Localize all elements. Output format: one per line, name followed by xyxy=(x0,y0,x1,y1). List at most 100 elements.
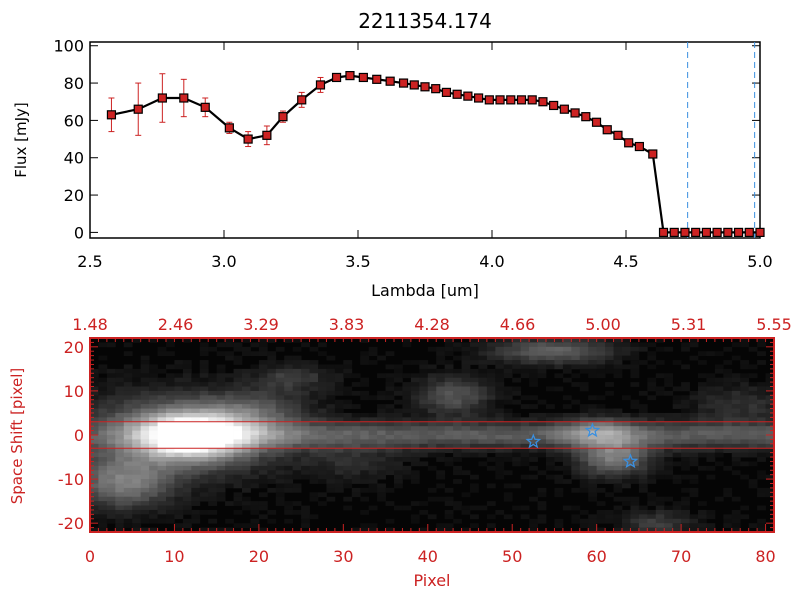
image-pixel xyxy=(588,448,598,454)
image-pixel xyxy=(275,435,285,440)
image-pixel xyxy=(638,346,648,352)
image-pixel xyxy=(596,355,606,361)
image-pixel xyxy=(216,364,226,370)
image-pixel xyxy=(292,470,302,476)
image-pixel xyxy=(588,408,598,414)
image-pixel xyxy=(638,448,648,454)
image-pixel xyxy=(579,382,589,387)
image-pixel xyxy=(90,509,99,515)
image-pixel xyxy=(318,465,327,471)
image-pixel xyxy=(410,443,420,449)
image-pixel xyxy=(689,492,699,498)
image-pixel xyxy=(385,443,395,449)
image-pixel xyxy=(664,461,674,467)
image-pixel xyxy=(157,430,167,436)
image-pixel xyxy=(419,404,429,409)
image-pixel xyxy=(242,417,251,423)
image-pixel xyxy=(740,364,750,370)
image-pixel xyxy=(140,496,150,502)
image-pixel xyxy=(731,408,741,414)
image-pixel xyxy=(512,360,522,365)
image-pixel xyxy=(301,457,310,462)
image-pixel xyxy=(157,421,167,427)
image-pixel xyxy=(655,338,665,343)
image-pixel xyxy=(613,338,623,343)
image-pixel xyxy=(394,412,403,418)
image-pixel xyxy=(275,479,285,484)
image-pixel xyxy=(402,399,412,405)
image-pixel xyxy=(90,373,99,379)
image-pixel xyxy=(309,474,319,480)
image-pixel xyxy=(605,448,614,454)
image-pixel xyxy=(166,390,175,396)
image-pixel xyxy=(596,342,606,348)
image-pixel xyxy=(478,346,488,352)
image-pixel xyxy=(579,426,589,431)
image-pixel xyxy=(115,439,125,445)
image-pixel xyxy=(495,426,505,431)
image-pixel xyxy=(132,474,142,480)
image-pixel xyxy=(166,496,175,502)
image-pixel xyxy=(98,417,108,423)
image-pixel xyxy=(275,496,285,502)
data-point xyxy=(744,227,754,237)
image-pixel xyxy=(478,443,488,449)
image-pixel xyxy=(529,412,538,418)
image-pixel xyxy=(301,430,310,436)
image-pixel xyxy=(622,417,631,423)
image-pixel xyxy=(588,426,598,431)
image-pixel xyxy=(106,483,116,489)
image-pixel xyxy=(605,368,614,374)
image-pixel xyxy=(436,373,446,379)
image-pixel xyxy=(596,412,606,418)
image-pixel xyxy=(123,430,133,436)
image-pixel xyxy=(689,430,699,436)
image-pixel xyxy=(757,474,766,480)
image-pixel xyxy=(655,346,665,352)
image-pixel xyxy=(284,377,294,383)
image-pixel xyxy=(258,408,268,414)
image-pixel xyxy=(334,399,344,405)
image-pixel xyxy=(351,457,361,462)
image-pixel xyxy=(115,390,125,396)
image-pixel xyxy=(698,386,707,392)
image-pixel xyxy=(613,346,623,352)
image-pixel xyxy=(503,496,513,502)
image-pixel xyxy=(242,395,251,401)
image-pixel xyxy=(360,465,370,471)
image-pixel xyxy=(478,421,488,427)
image-pixel xyxy=(292,487,302,493)
image-pixel xyxy=(647,452,657,458)
image-pixel xyxy=(410,457,420,462)
image-pixel xyxy=(546,430,555,436)
image-pixel xyxy=(258,412,268,418)
image-pixel xyxy=(529,518,538,524)
image-pixel xyxy=(385,417,395,423)
image-pixel xyxy=(309,426,319,431)
image-pixel xyxy=(301,386,310,392)
data-point xyxy=(431,84,441,94)
image-pixel xyxy=(453,439,462,445)
image-pixel xyxy=(233,395,243,401)
image-pixel xyxy=(166,417,175,423)
image-pixel xyxy=(191,426,201,431)
image-pixel xyxy=(512,364,522,370)
image-pixel xyxy=(123,408,133,414)
data-point xyxy=(452,89,462,99)
image-pixel xyxy=(681,487,690,493)
image-pixel xyxy=(622,338,631,343)
image-pixel xyxy=(723,395,733,401)
image-pixel xyxy=(436,399,446,405)
image-pixel xyxy=(402,452,412,458)
image-pixel xyxy=(461,368,471,374)
image-pixel xyxy=(225,527,234,533)
image-pixel xyxy=(318,474,327,480)
data-point xyxy=(372,74,382,84)
image-pixel xyxy=(453,435,462,440)
image-pixel xyxy=(613,514,623,520)
image-pixel xyxy=(638,487,648,493)
image-pixel xyxy=(410,501,420,506)
image-pixel xyxy=(250,501,260,506)
image-pixel xyxy=(284,483,294,489)
image-pixel xyxy=(419,452,429,458)
